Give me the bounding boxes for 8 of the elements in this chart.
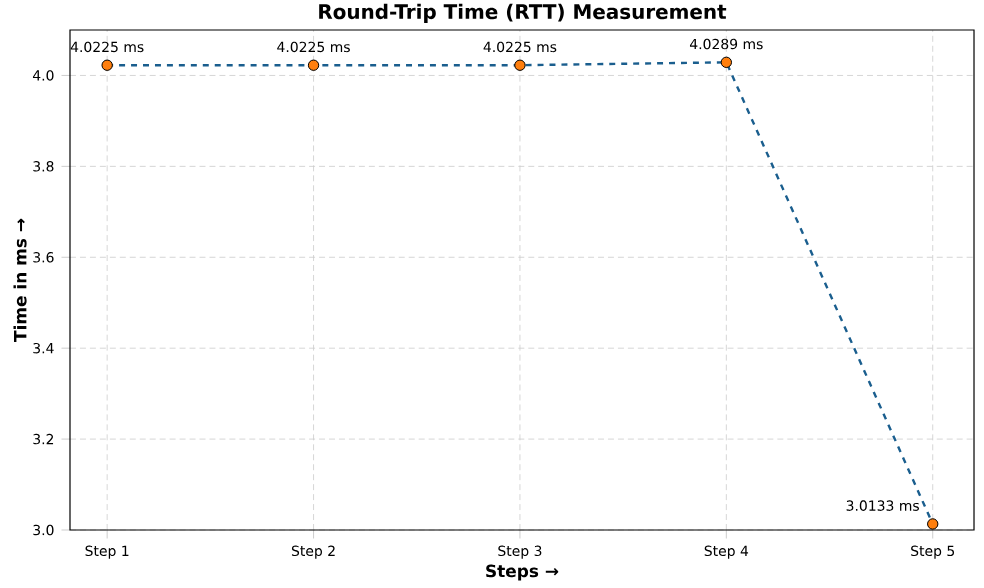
chart-title: Round-Trip Time (RTT) Measurement [319,3,727,24]
y-axis-title: Time in ms → [13,218,27,342]
point [927,518,939,530]
point [101,59,113,71]
point [514,59,526,71]
point [720,56,733,68]
point [307,59,320,71]
x-axis-title: Steps → [486,564,559,581]
